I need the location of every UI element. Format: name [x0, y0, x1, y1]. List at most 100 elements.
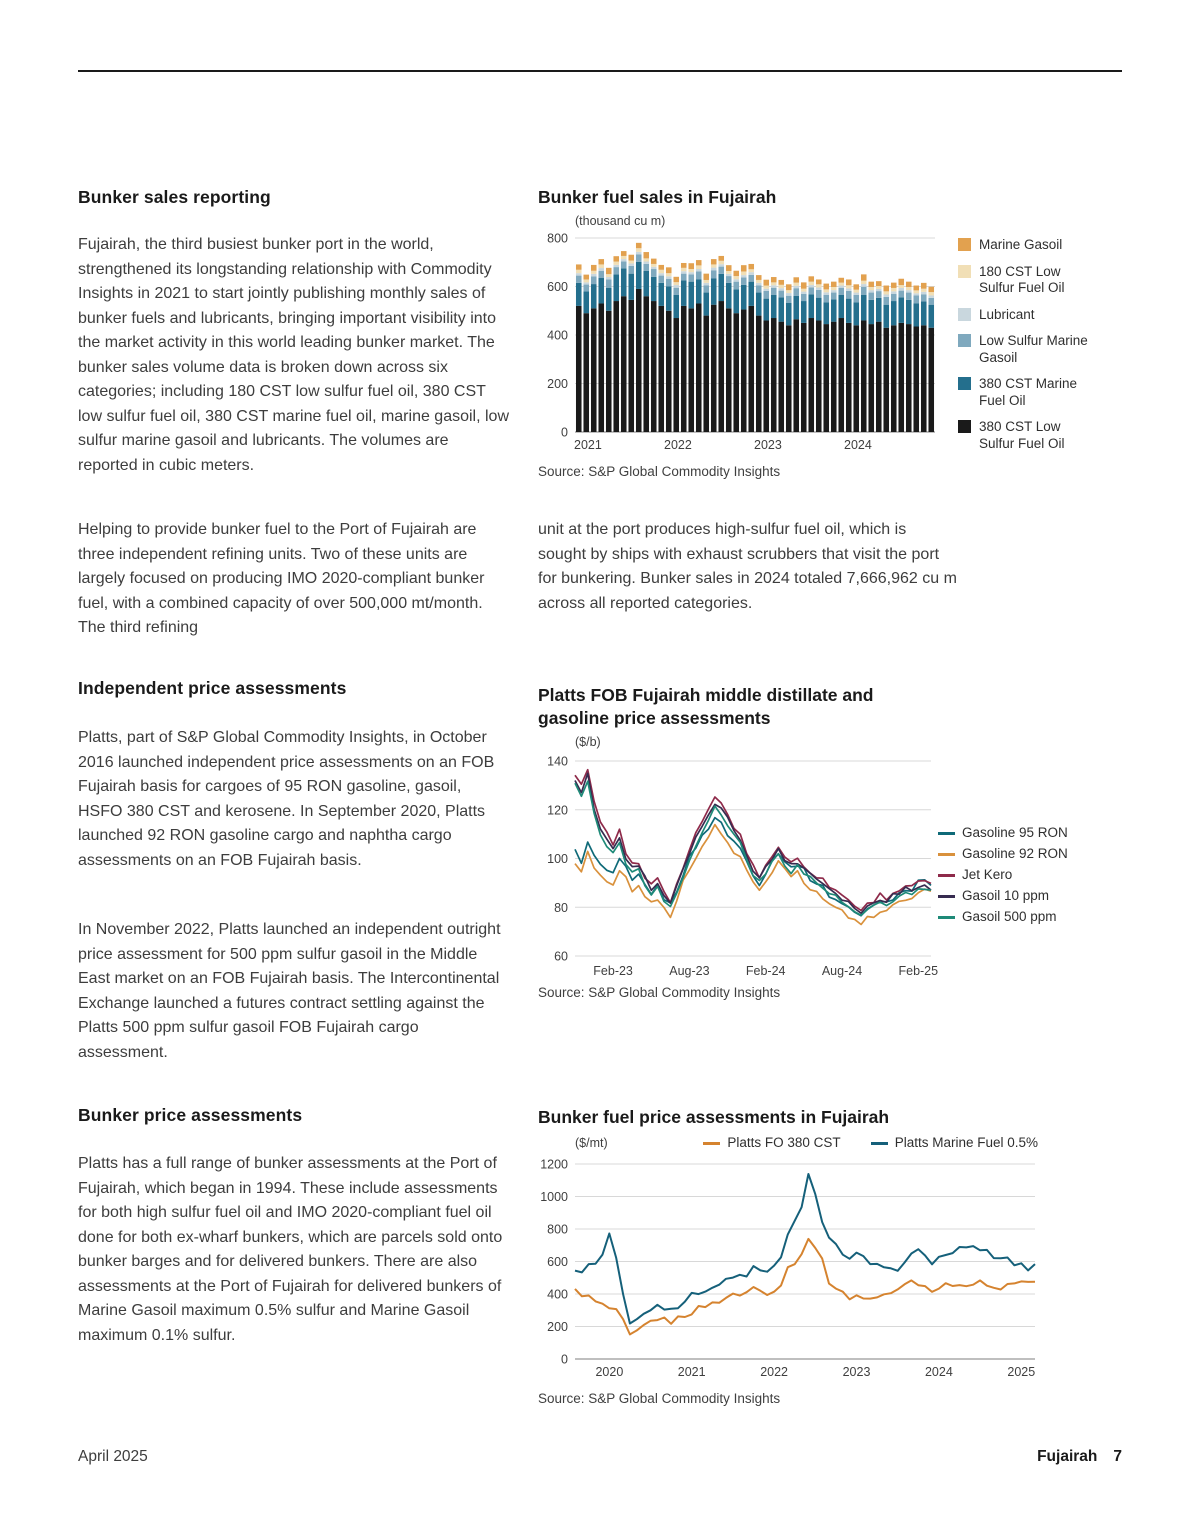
- svg-text:800: 800: [547, 1222, 568, 1236]
- chart-unit-label: (thousand cu m): [575, 214, 666, 228]
- legend-label: Gasoline 95 RON: [962, 825, 1068, 840]
- bunker-fuel-prices-plot: 0 200 400 600 800 1000 1200 2020 2021 2022 2023 202…: [540, 1157, 1036, 1379]
- svg-text:Feb-25: Feb-25: [898, 964, 938, 978]
- svg-text:Aug-23: Aug-23: [669, 964, 709, 978]
- chart-bunker-fuel-prices: Bunker fuel price assessments in Fujaira…: [538, 1106, 1124, 1406]
- heading-independent-price-assessments: Independent price assessments: [78, 678, 347, 698]
- svg-text:2023: 2023: [843, 1365, 871, 1379]
- legend-label: Gasoline 92 RON: [962, 846, 1068, 861]
- paragraph-bunker-price-1: Platts has a full range of bunker assess…: [78, 1155, 503, 1344]
- legend-label: Platts Marine Fuel 0.5%: [894, 1135, 1038, 1150]
- svg-text:0: 0: [561, 426, 568, 440]
- svg-text:140: 140: [547, 755, 568, 769]
- paragraph-continuation: unit at the port produces high-sulfur fu…: [538, 521, 957, 612]
- svg-text:200: 200: [547, 377, 568, 391]
- legend-swatch-icon: [958, 238, 971, 251]
- svg-text:60: 60: [554, 950, 568, 964]
- chart-title-bunker-fuel-prices: Bunker fuel price assessments in Fujaira…: [538, 1107, 890, 1127]
- legend-item: 380 CST Low Sulfur Fuel Oil: [958, 419, 1124, 452]
- legend-label: Marine Gasoil: [979, 237, 1063, 252]
- svg-text:2021: 2021: [678, 1365, 706, 1379]
- left-text-column: Bunker sales reporting Fujairah, the thi…: [78, 0, 510, 1526]
- legend-label: Low Sulfur Marine Gasoil: [979, 333, 1088, 365]
- footer-page-number: 7: [1113, 1448, 1122, 1465]
- heading-bunker-price-assessments: Bunker price assessments: [78, 1105, 303, 1125]
- legend-line-swatch-icon: [938, 853, 955, 856]
- legend-swatch-icon: [958, 420, 971, 433]
- chart-middle-distillate: Platts FOB Fujairah middle distillate an…: [538, 684, 1124, 1000]
- bunker-fuel-sales-legend: Marine Gasoil 180 CST Low Sulfur Fuel Oil…: [958, 228, 1124, 462]
- legend-item: Gasoline 95 RON: [938, 825, 1124, 842]
- legend-item: Platts FO 380 CST: [703, 1135, 841, 1152]
- legend-swatch-icon: [958, 334, 971, 347]
- chart-unit-label: ($/b): [575, 735, 601, 749]
- svg-text:Feb-24: Feb-24: [746, 964, 786, 978]
- heading-bunker-sales-reporting: Bunker sales reporting: [78, 187, 271, 207]
- legend-item: 380 CST Marine Fuel Oil: [958, 376, 1124, 409]
- legend-label: Gasoil 10 ppm: [962, 888, 1050, 903]
- bunker-fuel-sales-plot: 0 200 400 600 800 2021 2022 2023 2024: [547, 232, 935, 452]
- legend-label: Lubricant: [979, 306, 1035, 322]
- svg-text:200: 200: [547, 1320, 568, 1334]
- svg-text:2025: 2025: [1007, 1365, 1035, 1379]
- chart-source: Source: S&P Global Commodity Insights: [538, 985, 781, 1000]
- svg-text:2024: 2024: [844, 438, 872, 452]
- svg-text:2022: 2022: [760, 1365, 788, 1379]
- legend-item: Low Sulfur Marine Gasoil: [958, 333, 1124, 366]
- legend-line-swatch-icon: [938, 874, 955, 877]
- legend-item: Jet Kero: [938, 867, 1124, 884]
- chart-bunker-fuel-sales: Bunker fuel sales in Fujairah (thousand …: [538, 186, 1124, 479]
- svg-text:80: 80: [554, 901, 568, 915]
- page-footer: April 2025 Fujairah 7: [78, 1448, 1122, 1466]
- legend-item: Gasoil 500 ppm: [938, 909, 1124, 926]
- svg-text:100: 100: [547, 852, 568, 866]
- svg-text:2021: 2021: [574, 438, 602, 452]
- svg-text:1200: 1200: [540, 1157, 568, 1171]
- svg-text:1000: 1000: [540, 1190, 568, 1204]
- legend-swatch-icon: [958, 307, 971, 321]
- chart-source: Source: S&P Global Commodity Insights: [538, 464, 781, 479]
- legend-item: Lubricant: [958, 307, 1124, 324]
- legend-item: Platts Marine Fuel 0.5%: [870, 1135, 1038, 1152]
- chart-source: Source: S&P Global Commodity Insights: [538, 1390, 781, 1406]
- svg-text:800: 800: [547, 232, 568, 246]
- legend-item: Gasoil 10 ppm: [938, 888, 1124, 905]
- legend-swatch-icon: [958, 377, 971, 390]
- svg-text:2022: 2022: [664, 438, 692, 452]
- legend-label: 380 CST Low Sulfur Fuel Oil: [979, 419, 1065, 451]
- chart-title-bunker-fuel-sales: Bunker fuel sales in Fujairah: [538, 187, 777, 207]
- footer-date: April 2025: [78, 1448, 148, 1465]
- legend-line-swatch-icon: [870, 1142, 888, 1145]
- svg-text:Aug-24: Aug-24: [822, 964, 862, 978]
- legend-label: Platts FO 380 CST: [727, 1135, 841, 1150]
- footer-title-page: Fujairah 7: [1037, 1448, 1122, 1466]
- chart-unit-label: ($/mt): [575, 1136, 608, 1151]
- legend-line-swatch-icon: [703, 1142, 721, 1145]
- svg-text:400: 400: [547, 329, 568, 343]
- svg-text:2024: 2024: [925, 1365, 953, 1379]
- legend-line-swatch-icon: [938, 895, 955, 898]
- legend-item: 180 CST Low Sulfur Fuel Oil: [958, 264, 1124, 297]
- paragraph-independent-price-2: In November 2022, Platts launched an ind…: [78, 921, 501, 1061]
- bunker-fuel-prices-legend: Platts FO 380 CST Platts Marine Fuel 0.5%: [703, 1135, 1124, 1152]
- svg-text:400: 400: [547, 1287, 568, 1301]
- paragraph-independent-price-1: Platts, part of S&P Global Commodity Ins…: [78, 729, 495, 869]
- svg-text:0: 0: [561, 1352, 568, 1366]
- middle-distillate-legend: Gasoline 95 RON Gasoline 92 RON Jet Kero Ga…: [938, 749, 1124, 930]
- legend-label: Jet Kero: [962, 867, 1013, 882]
- paragraph-bunker-sales-2: Helping to provide bunker fuel to the Po…: [78, 521, 485, 636]
- footer-doc-title: Fujairah: [1037, 1448, 1098, 1465]
- legend-label: 380 CST Marine Fuel Oil: [979, 376, 1078, 408]
- middle-distillate-plot: 60 80 100 120 140 Feb-23 Aug-23 Feb-24 Aug-24 Feb…: [547, 755, 938, 979]
- legend-label: 180 CST Low Sulfur Fuel Oil: [979, 263, 1065, 296]
- svg-text:Feb-23: Feb-23: [593, 964, 633, 978]
- svg-text:2020: 2020: [595, 1365, 623, 1379]
- legend-item: Marine Gasoil: [958, 237, 1124, 254]
- svg-text:600: 600: [547, 1255, 568, 1269]
- legend-item: Gasoline 92 RON: [938, 846, 1124, 863]
- svg-text:2023: 2023: [754, 438, 782, 452]
- svg-text:600: 600: [547, 280, 568, 294]
- top-rule-divider: [78, 70, 1122, 72]
- paragraph-bunker-sales-1: Fujairah, the third busiest bunker port …: [78, 236, 510, 474]
